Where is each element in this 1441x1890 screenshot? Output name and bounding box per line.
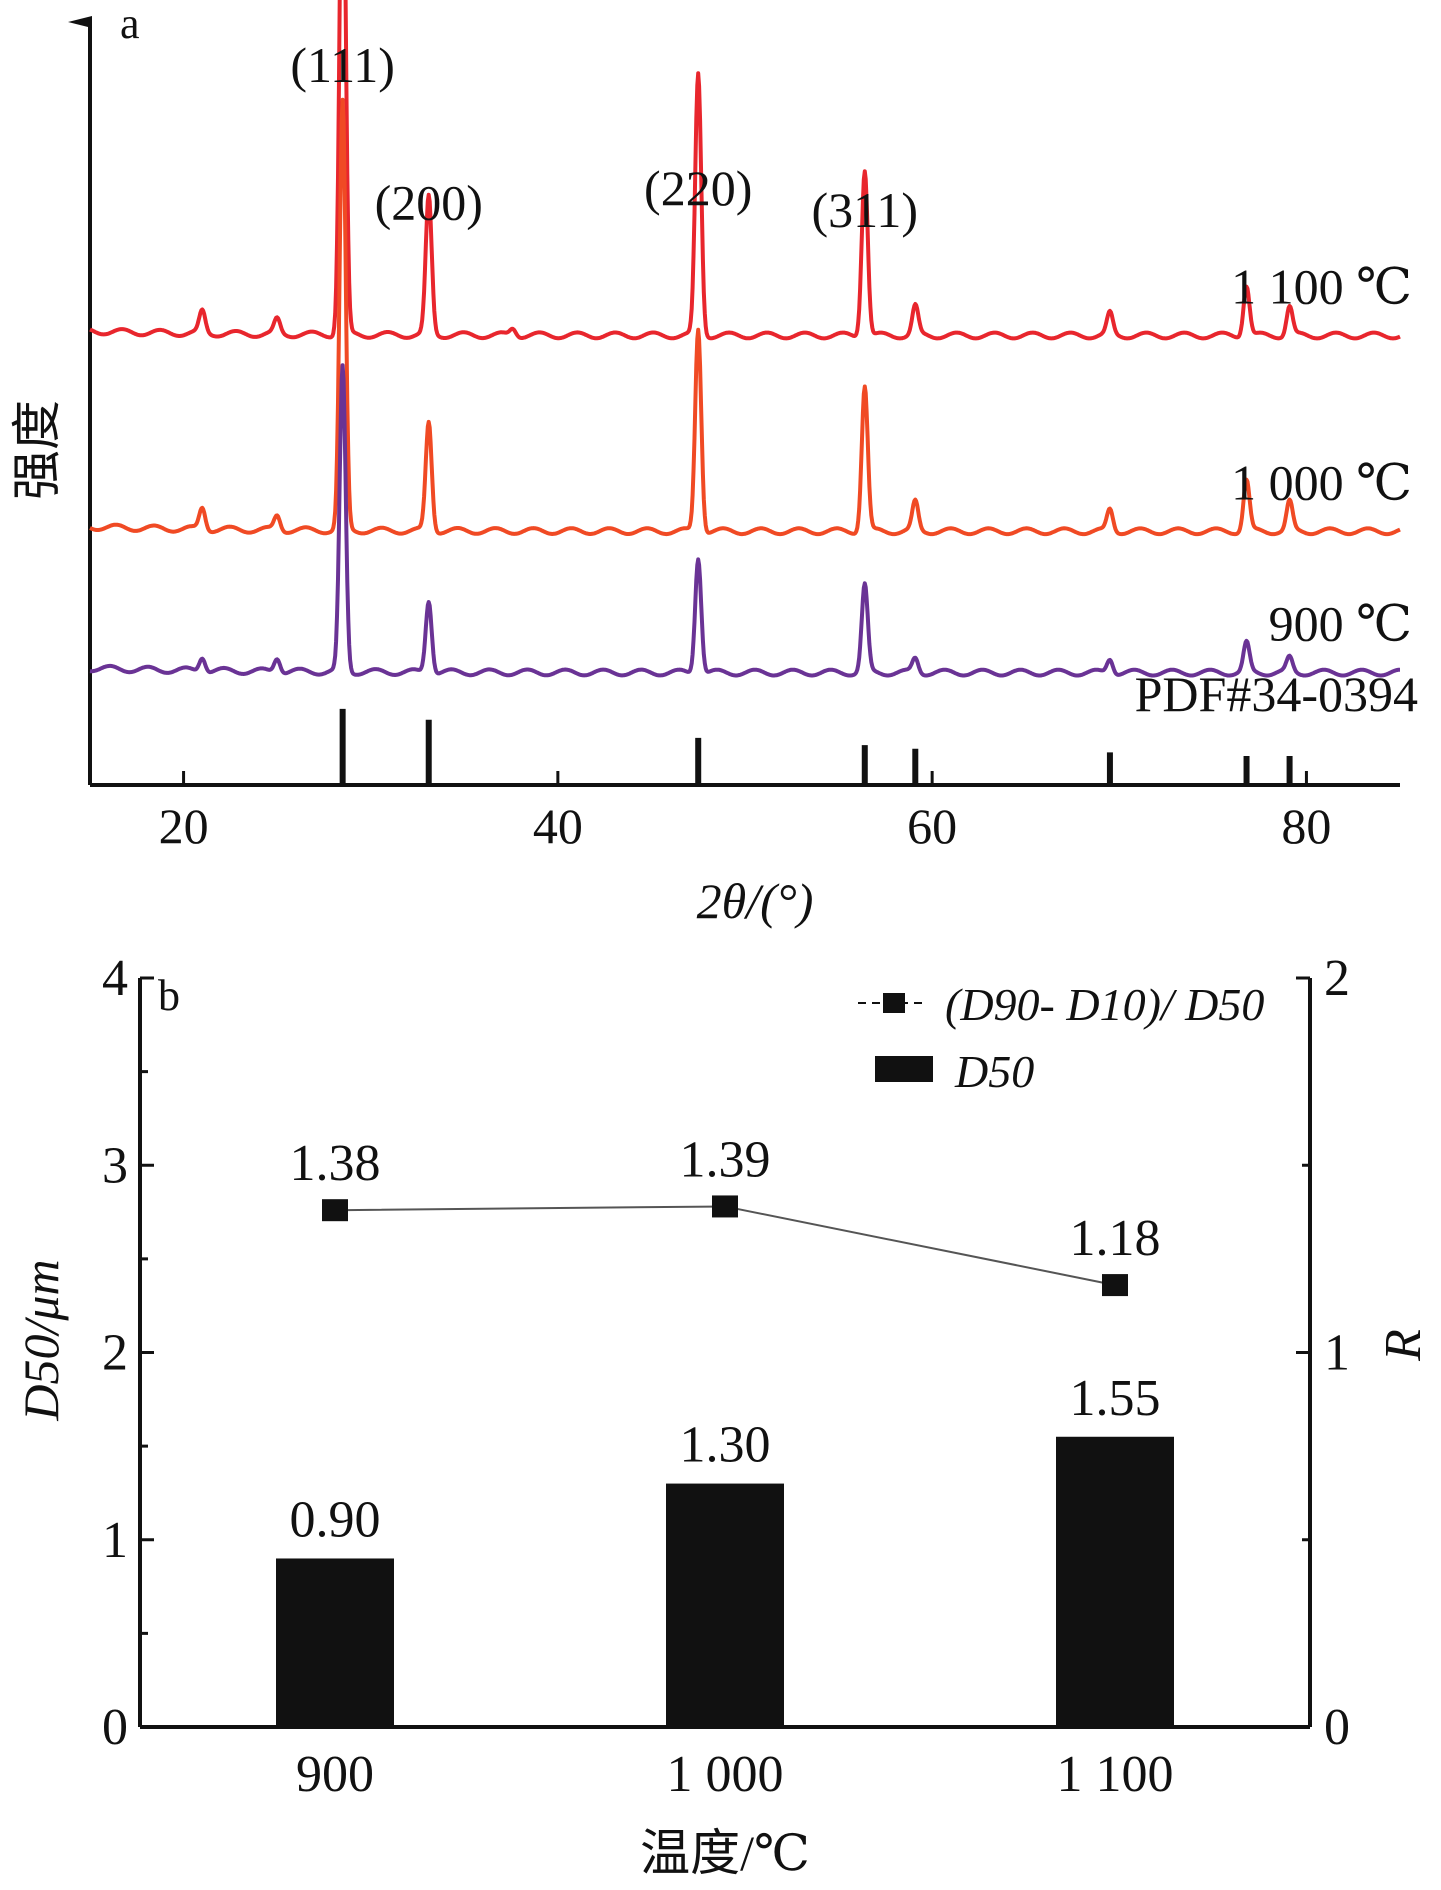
span-label-2: 1.18	[1070, 1210, 1161, 1267]
peak-label-1: (200)	[375, 175, 483, 231]
right-tick-label-1: 1	[1324, 1325, 1350, 1382]
d50-bar-label-1: 1.30	[680, 1417, 771, 1474]
legend-bar-label: D50	[954, 1046, 1034, 1097]
left-tick-label-0: 0	[102, 1699, 128, 1756]
d50-bar-2	[1056, 1436, 1174, 1727]
xrd-trace-2	[88, 363, 1402, 678]
peak-labels: (111) (200) (220) (311)	[290, 37, 918, 238]
left-tick-label-3: 3	[102, 1137, 128, 1194]
d50-bar-label-2: 1.55	[1070, 1370, 1161, 1427]
psd-right-axis-label: R	[1375, 1329, 1432, 1362]
peak-label-2: (220)	[644, 160, 752, 216]
psd-right-ticks: 0 1 2	[1296, 950, 1350, 1756]
legend: (D90- D10)/ D50 D50	[858, 979, 1264, 1097]
span-line-path	[334, 1205, 1116, 1287]
right-tick-label-2: 2	[1324, 950, 1350, 1007]
psd-x-tick-label-2: 1 100	[1057, 1746, 1174, 1803]
x-tick-label-20: 20	[159, 798, 209, 854]
d50-bar-1	[666, 1483, 784, 1727]
right-tick-label-0: 0	[1324, 1699, 1350, 1756]
left-tick-label-4: 4	[102, 950, 128, 1007]
peak-label-0: (111)	[290, 37, 395, 93]
xrd-y-axis-label: 强度	[9, 400, 65, 500]
span-line: 1.38 1.39 1.18	[290, 1131, 1161, 1297]
reference-label: PDF#34-0394	[1135, 666, 1418, 722]
xrd-trace-0	[88, 0, 1402, 341]
legend-line-label: (D90- D10)/ D50	[945, 979, 1264, 1030]
psd-x-ticks: 900 1 000 1 100	[296, 1715, 1174, 1803]
xrd-panel: a 20 40 60 80 PDF#34-0394 (111) (200) (220) (3…	[9, 0, 1418, 929]
psd-x-axis-label: 温度/℃	[640, 1825, 810, 1881]
xrd-traces	[88, 0, 1402, 678]
legend-line-marker	[883, 993, 905, 1013]
left-tick-label-2: 2	[102, 1325, 128, 1382]
span-point-1	[712, 1195, 738, 1218]
d50-bar-0	[276, 1558, 394, 1727]
legend-bar-swatch	[875, 1056, 933, 1082]
psd-left-axis-label: D50/μm	[13, 1259, 69, 1421]
span-point-0	[322, 1199, 348, 1222]
d50-bar-label-0: 0.90	[290, 1491, 381, 1548]
span-point-2	[1102, 1274, 1128, 1297]
particle-size-panel: b 0 1 2 3 4 0 1 2 0.90 1.30 1.55 1.38 1.39 1.18 90…	[13, 950, 1432, 1881]
reference-pattern: PDF#34-0394	[339, 666, 1418, 785]
x-tick-label-80: 80	[1281, 798, 1331, 854]
xrd-series-label-0: 1 100 ℃	[1231, 259, 1412, 315]
xrd-x-axis-label: 2θ/(°)	[697, 873, 814, 929]
panel-b-label: b	[158, 971, 180, 1020]
series-labels: 1 100 ℃ 1 000 ℃ 900 ℃	[1231, 259, 1412, 652]
x-tick-label-60: 60	[907, 798, 957, 854]
xrd-series-label-1: 1 000 ℃	[1231, 454, 1412, 510]
span-label-0: 1.38	[290, 1135, 381, 1192]
xrd-x-ticks: 20 40 60 80	[159, 771, 1331, 854]
psd-left-ticks: 0 1 2 3 4	[102, 950, 154, 1756]
psd-x-tick-label-0: 900	[296, 1746, 374, 1803]
d50-bars: 0.90 1.30 1.55	[276, 1370, 1174, 1727]
left-tick-label-1: 1	[102, 1512, 128, 1569]
xrd-trace-1	[88, 97, 1402, 537]
xrd-series-label-2: 900 ℃	[1269, 596, 1412, 652]
panel-a-label: a	[120, 0, 140, 48]
span-label-1: 1.39	[680, 1131, 771, 1188]
psd-x-tick-label-1: 1 000	[667, 1746, 784, 1803]
peak-label-3: (311)	[812, 182, 918, 238]
x-tick-label-40: 40	[533, 798, 583, 854]
